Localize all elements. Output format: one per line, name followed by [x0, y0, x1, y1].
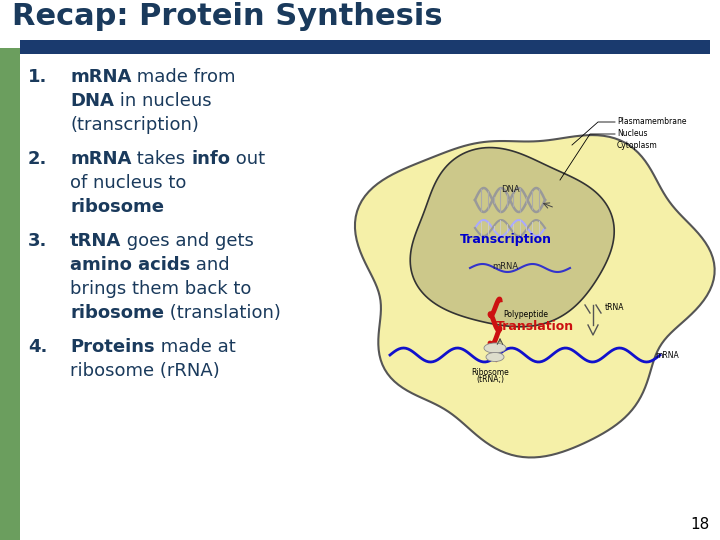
Polygon shape: [410, 147, 614, 327]
Ellipse shape: [484, 343, 506, 353]
Text: (transcription): (transcription): [70, 116, 199, 134]
Text: DNA: DNA: [70, 92, 114, 110]
Text: 18: 18: [690, 517, 710, 532]
Text: out: out: [230, 150, 266, 168]
Text: info: info: [192, 150, 230, 168]
Text: 4.: 4.: [28, 338, 48, 356]
Text: Transcription: Transcription: [460, 233, 552, 246]
Bar: [0, 48, 20, 540]
Text: Proteins: Proteins: [70, 338, 155, 356]
Text: (translation): (translation): [164, 304, 281, 322]
Polygon shape: [355, 135, 715, 457]
Text: 1.: 1.: [28, 68, 48, 86]
Bar: [0, 0, 720, 48]
Text: amino acids: amino acids: [70, 256, 190, 274]
Text: ribosome: ribosome: [70, 198, 164, 216]
Bar: [20, 40, 710, 54]
Text: of nucleus to: of nucleus to: [70, 174, 186, 192]
Text: and: and: [190, 256, 230, 274]
Text: made at: made at: [155, 338, 235, 356]
Ellipse shape: [486, 353, 504, 361]
Text: Recap: Protein Synthesis: Recap: Protein Synthesis: [12, 2, 443, 31]
Text: mRNA: mRNA: [655, 350, 679, 360]
Text: mRNA: mRNA: [70, 150, 131, 168]
Text: tRNA: tRNA: [70, 232, 121, 250]
Text: ribosome (rRNA): ribosome (rRNA): [70, 362, 220, 380]
Text: tRNA: tRNA: [605, 303, 624, 313]
Text: brings them back to: brings them back to: [70, 280, 251, 298]
Text: goes and gets: goes and gets: [121, 232, 254, 250]
Text: Cytoplasm: Cytoplasm: [617, 141, 658, 151]
Text: Nucleus: Nucleus: [617, 130, 647, 138]
Text: ribosome: ribosome: [70, 304, 164, 322]
Text: in nucleus: in nucleus: [114, 92, 212, 110]
Text: DNA: DNA: [500, 185, 519, 194]
Text: Plasmamembrane: Plasmamembrane: [617, 118, 686, 126]
Text: (tRNA;): (tRNA;): [476, 375, 504, 384]
Text: Polypeptide: Polypeptide: [503, 310, 548, 319]
Text: Translation: Translation: [496, 320, 574, 333]
Text: mRNA: mRNA: [70, 68, 131, 86]
Text: takes: takes: [131, 150, 192, 168]
Text: 3.: 3.: [28, 232, 48, 250]
Text: made from: made from: [131, 68, 236, 86]
Text: mRNA: mRNA: [492, 262, 518, 271]
Text: 2.: 2.: [28, 150, 48, 168]
Text: Ribosome: Ribosome: [471, 368, 509, 377]
